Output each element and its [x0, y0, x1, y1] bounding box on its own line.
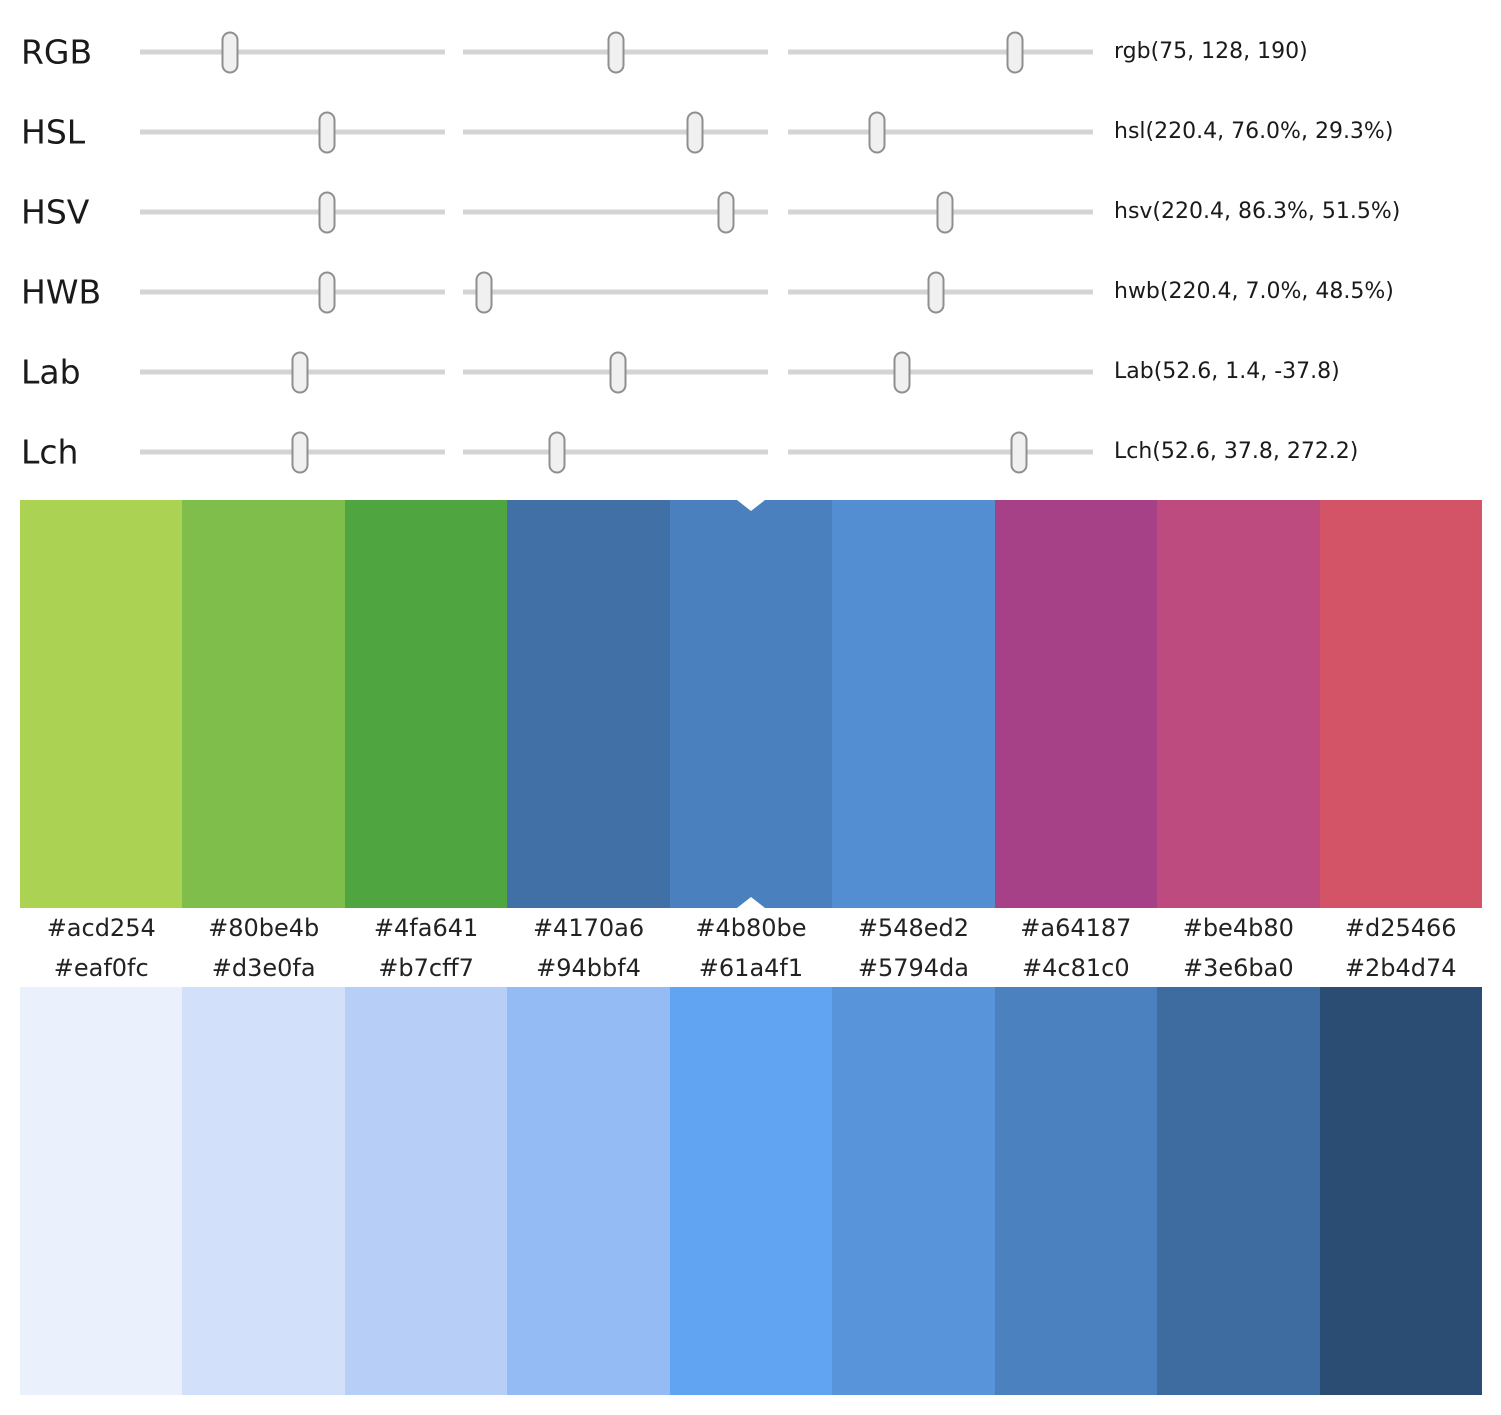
lch-c-slider-track[interactable] — [463, 431, 768, 473]
hwb-h-slider-handle[interactable] — [318, 271, 336, 313]
hsl-value-readout: hsl(220.4, 76.0%, 29.3%) — [1114, 118, 1394, 144]
hex-code-label: #5794da — [857, 954, 969, 982]
hue-swatch-9[interactable] — [1319, 500, 1482, 908]
hex-code-label: #b7cff7 — [378, 954, 474, 982]
hex-code-label: #61a4f1 — [698, 954, 804, 982]
lch-h-slider-handle[interactable] — [1010, 431, 1028, 473]
rgb-g-slider-handle[interactable] — [607, 31, 625, 73]
hex-code-label: #4fa641 — [373, 914, 479, 942]
hue-swatch-1[interactable] — [20, 500, 183, 908]
hex-code-label: #be4b80 — [1182, 914, 1294, 942]
hex-code-label: #548ed2 — [857, 914, 969, 942]
shade-swatch-1[interactable] — [20, 987, 183, 1395]
colorspace-label-lab: Lab — [21, 352, 81, 392]
lab-b-slider-track[interactable] — [788, 351, 1093, 393]
shade-palette-hex-row: #eaf0fc #d3e0fa #b7cff7 #94bbf4 #61a4f1 #5794… — [20, 948, 1482, 988]
shade-swatch-5[interactable] — [669, 987, 833, 1395]
hue-palette — [20, 500, 1482, 908]
rgb-g-slider-track[interactable] — [463, 31, 768, 73]
hsv-s-slider-handle[interactable] — [717, 191, 735, 233]
hsv-v-slider-handle[interactable] — [936, 191, 954, 233]
rgb-value-readout: rgb(75, 128, 190) — [1114, 38, 1308, 64]
slider-row-hsv: HSV hsv(220.4, 86.3%, 51.5%) — [0, 172, 1501, 252]
lab-l-slider-handle[interactable] — [291, 351, 309, 393]
shade-swatch-7[interactable] — [994, 987, 1158, 1395]
hsl-s-slider-handle[interactable] — [686, 111, 704, 153]
rgb-r-slider-handle[interactable] — [221, 31, 239, 73]
shade-palette — [20, 987, 1482, 1395]
hue-swatch-2[interactable] — [182, 500, 345, 908]
hue-swatch-5[interactable] — [669, 500, 833, 908]
hex-code-label: #4c81c0 — [1022, 954, 1130, 982]
hex-code-label: #80be4b — [208, 914, 320, 942]
lch-h-slider-track[interactable] — [788, 431, 1093, 473]
slider-row-hsl: HSL hsl(220.4, 76.0%, 29.3%) — [0, 92, 1501, 172]
shade-swatch-9[interactable] — [1319, 987, 1482, 1395]
hsl-h-slider-handle[interactable] — [318, 111, 336, 153]
hue-swatch-3[interactable] — [344, 500, 508, 908]
lab-a-slider-track[interactable] — [463, 351, 768, 393]
hue-swatch-8[interactable] — [1157, 500, 1320, 908]
hwb-value-readout: hwb(220.4, 7.0%, 48.5%) — [1114, 278, 1394, 304]
hex-code-label: #a64187 — [1020, 914, 1132, 942]
shade-swatch-3[interactable] — [344, 987, 508, 1395]
hue-swatch-4[interactable] — [507, 500, 670, 908]
hue-palette-hex-row: #acd254 #80be4b #4fa641 #4170a6 #4b80be #548e… — [20, 908, 1482, 948]
hsl-h-slider-track[interactable] — [140, 111, 445, 153]
hwb-b-slider-track[interactable] — [788, 271, 1093, 313]
lch-c-slider-handle[interactable] — [548, 431, 566, 473]
lab-l-slider-track[interactable] — [140, 351, 445, 393]
shade-swatch-6[interactable] — [832, 987, 995, 1395]
hsv-v-slider-track[interactable] — [788, 191, 1093, 233]
colorspace-slider-panel: RGB rgb(75, 128, 190) HSL hsl(220.4, 76.0%,… — [0, 0, 1501, 495]
slider-row-hwb: HWB hwb(220.4, 7.0%, 48.5%) — [0, 252, 1501, 332]
shade-swatch-4[interactable] — [507, 987, 670, 1395]
hsl-l-slider-track[interactable] — [788, 111, 1093, 153]
colorspace-label-lch: Lch — [21, 432, 79, 472]
hex-code-label: #4170a6 — [532, 914, 645, 942]
shade-swatch-8[interactable] — [1157, 987, 1320, 1395]
lab-b-slider-handle[interactable] — [893, 351, 911, 393]
lch-l-slider-handle[interactable] — [291, 431, 309, 473]
colorspace-label-hwb: HWB — [21, 272, 102, 312]
lab-value-readout: Lab(52.6, 1.4, -37.8) — [1114, 358, 1340, 384]
hsl-l-slider-handle[interactable] — [868, 111, 886, 153]
hsl-s-slider-track[interactable] — [463, 111, 768, 153]
lch-value-readout: Lch(52.6, 37.8, 272.2) — [1114, 438, 1359, 464]
hwb-w-slider-track[interactable] — [463, 271, 768, 313]
colorspace-label-hsl: HSL — [21, 112, 86, 152]
rgb-b-slider-handle[interactable] — [1006, 31, 1024, 73]
hsv-value-readout: hsv(220.4, 86.3%, 51.5%) — [1114, 198, 1401, 224]
hsv-s-slider-track[interactable] — [463, 191, 768, 233]
hex-code-label: #2b4d74 — [1344, 954, 1457, 982]
hex-code-label: #d25466 — [1344, 914, 1457, 942]
slider-row-rgb: RGB rgb(75, 128, 190) — [0, 12, 1501, 92]
slider-row-lab: Lab Lab(52.6, 1.4, -37.8) — [0, 332, 1501, 412]
hex-code-label: #4b80be — [695, 914, 807, 942]
lch-l-slider-track[interactable] — [140, 431, 445, 473]
hex-code-label: #94bbf4 — [536, 954, 641, 982]
slider-row-lch: Lch Lch(52.6, 37.8, 272.2) — [0, 412, 1501, 492]
rgb-b-slider-track[interactable] — [788, 31, 1093, 73]
hex-code-label: #d3e0fa — [211, 954, 316, 982]
hex-code-label: #3e6ba0 — [1182, 954, 1294, 982]
lab-a-slider-handle[interactable] — [609, 351, 627, 393]
hue-swatch-6[interactable] — [832, 500, 995, 908]
hwb-h-slider-track[interactable] — [140, 271, 445, 313]
hsv-h-slider-track[interactable] — [140, 191, 445, 233]
hex-code-label: #acd254 — [46, 914, 156, 942]
hwb-w-slider-handle[interactable] — [475, 271, 493, 313]
hwb-b-slider-handle[interactable] — [927, 271, 945, 313]
hex-code-label: #eaf0fc — [53, 954, 149, 982]
hsv-h-slider-handle[interactable] — [318, 191, 336, 233]
colorspace-label-rgb: RGB — [21, 32, 93, 72]
shade-swatch-2[interactable] — [182, 987, 345, 1395]
hue-swatch-7[interactable] — [994, 500, 1158, 908]
rgb-r-slider-track[interactable] — [140, 31, 445, 73]
colorspace-label-hsv: HSV — [21, 192, 90, 232]
